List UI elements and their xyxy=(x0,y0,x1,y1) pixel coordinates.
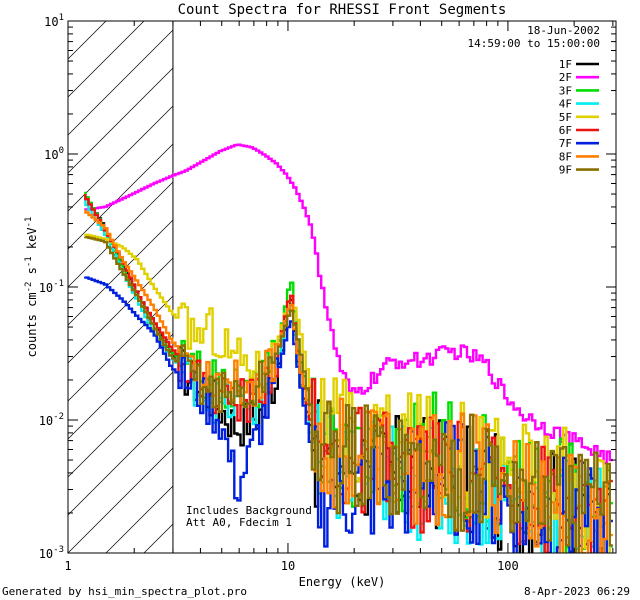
series-line-8F xyxy=(84,209,613,553)
annotation-attenuator: Att A0, Fdecim 1 xyxy=(186,516,292,529)
hatch-line xyxy=(68,447,173,553)
series-line-2F xyxy=(84,143,613,465)
y-label-exp-1: -2 xyxy=(24,282,34,293)
x-tick-label: 10 xyxy=(281,559,295,573)
legend-label-5F: 5F xyxy=(559,111,572,124)
series-line-7F xyxy=(84,276,613,553)
hatch-line xyxy=(68,409,173,516)
legend-label-7F: 7F xyxy=(559,137,572,150)
legend-label-4F: 4F xyxy=(559,98,572,111)
hatch-line xyxy=(68,105,173,212)
series-line-9F xyxy=(84,236,613,553)
y-tick-label: 100 xyxy=(44,146,64,162)
x-tick-label: 100 xyxy=(497,559,519,573)
y-tick-label: 10-3 xyxy=(39,545,64,561)
hatch-line xyxy=(68,29,173,136)
y-label-exp-3: -1 xyxy=(24,217,34,228)
date-stamp-footer: 8-Apr-2023 06:29 xyxy=(524,585,630,598)
y-tick-label: 101 xyxy=(44,13,64,29)
legend-time-range: 14:59:00 to 15:00:00 xyxy=(468,37,600,50)
y-tick-label: 10-1 xyxy=(39,279,64,295)
hatch-line xyxy=(68,67,173,174)
x-tick-label: 1 xyxy=(64,559,71,573)
y-tick-label: 10-2 xyxy=(39,412,64,428)
legend-label-3F: 3F xyxy=(559,84,572,97)
hatch-line xyxy=(68,257,173,364)
hatch-line xyxy=(68,371,173,478)
y-axis-label: counts cm-2 s-1 keV-1 xyxy=(24,217,39,358)
axes: 1 10 100 10-3 10-2 10-1 100 101 xyxy=(39,13,616,573)
legend-label-9F: 9F xyxy=(559,164,572,177)
y-label-base: counts cm xyxy=(25,292,39,357)
y-label-mid: s xyxy=(25,267,39,281)
legend-label-1F: 1F xyxy=(559,58,572,71)
legend-date: 18-Jun-2002 xyxy=(527,24,600,37)
legend-label-2F: 2F xyxy=(559,71,572,84)
chart-title: Count Spectra for RHESSI Front Segments xyxy=(178,2,507,18)
generated-by-footer: Generated by hsi_min_spectra_plot.pro xyxy=(2,585,247,598)
y-label-end: keV xyxy=(25,227,39,256)
legend-label-6F: 6F xyxy=(559,124,572,137)
annotation-background: Includes Background xyxy=(186,504,312,517)
legend-label-8F: 8F xyxy=(559,150,572,163)
x-axis-label: Energy (keV) xyxy=(299,575,386,589)
y-label-exp-2: -1 xyxy=(24,256,34,267)
series-group xyxy=(84,143,613,553)
